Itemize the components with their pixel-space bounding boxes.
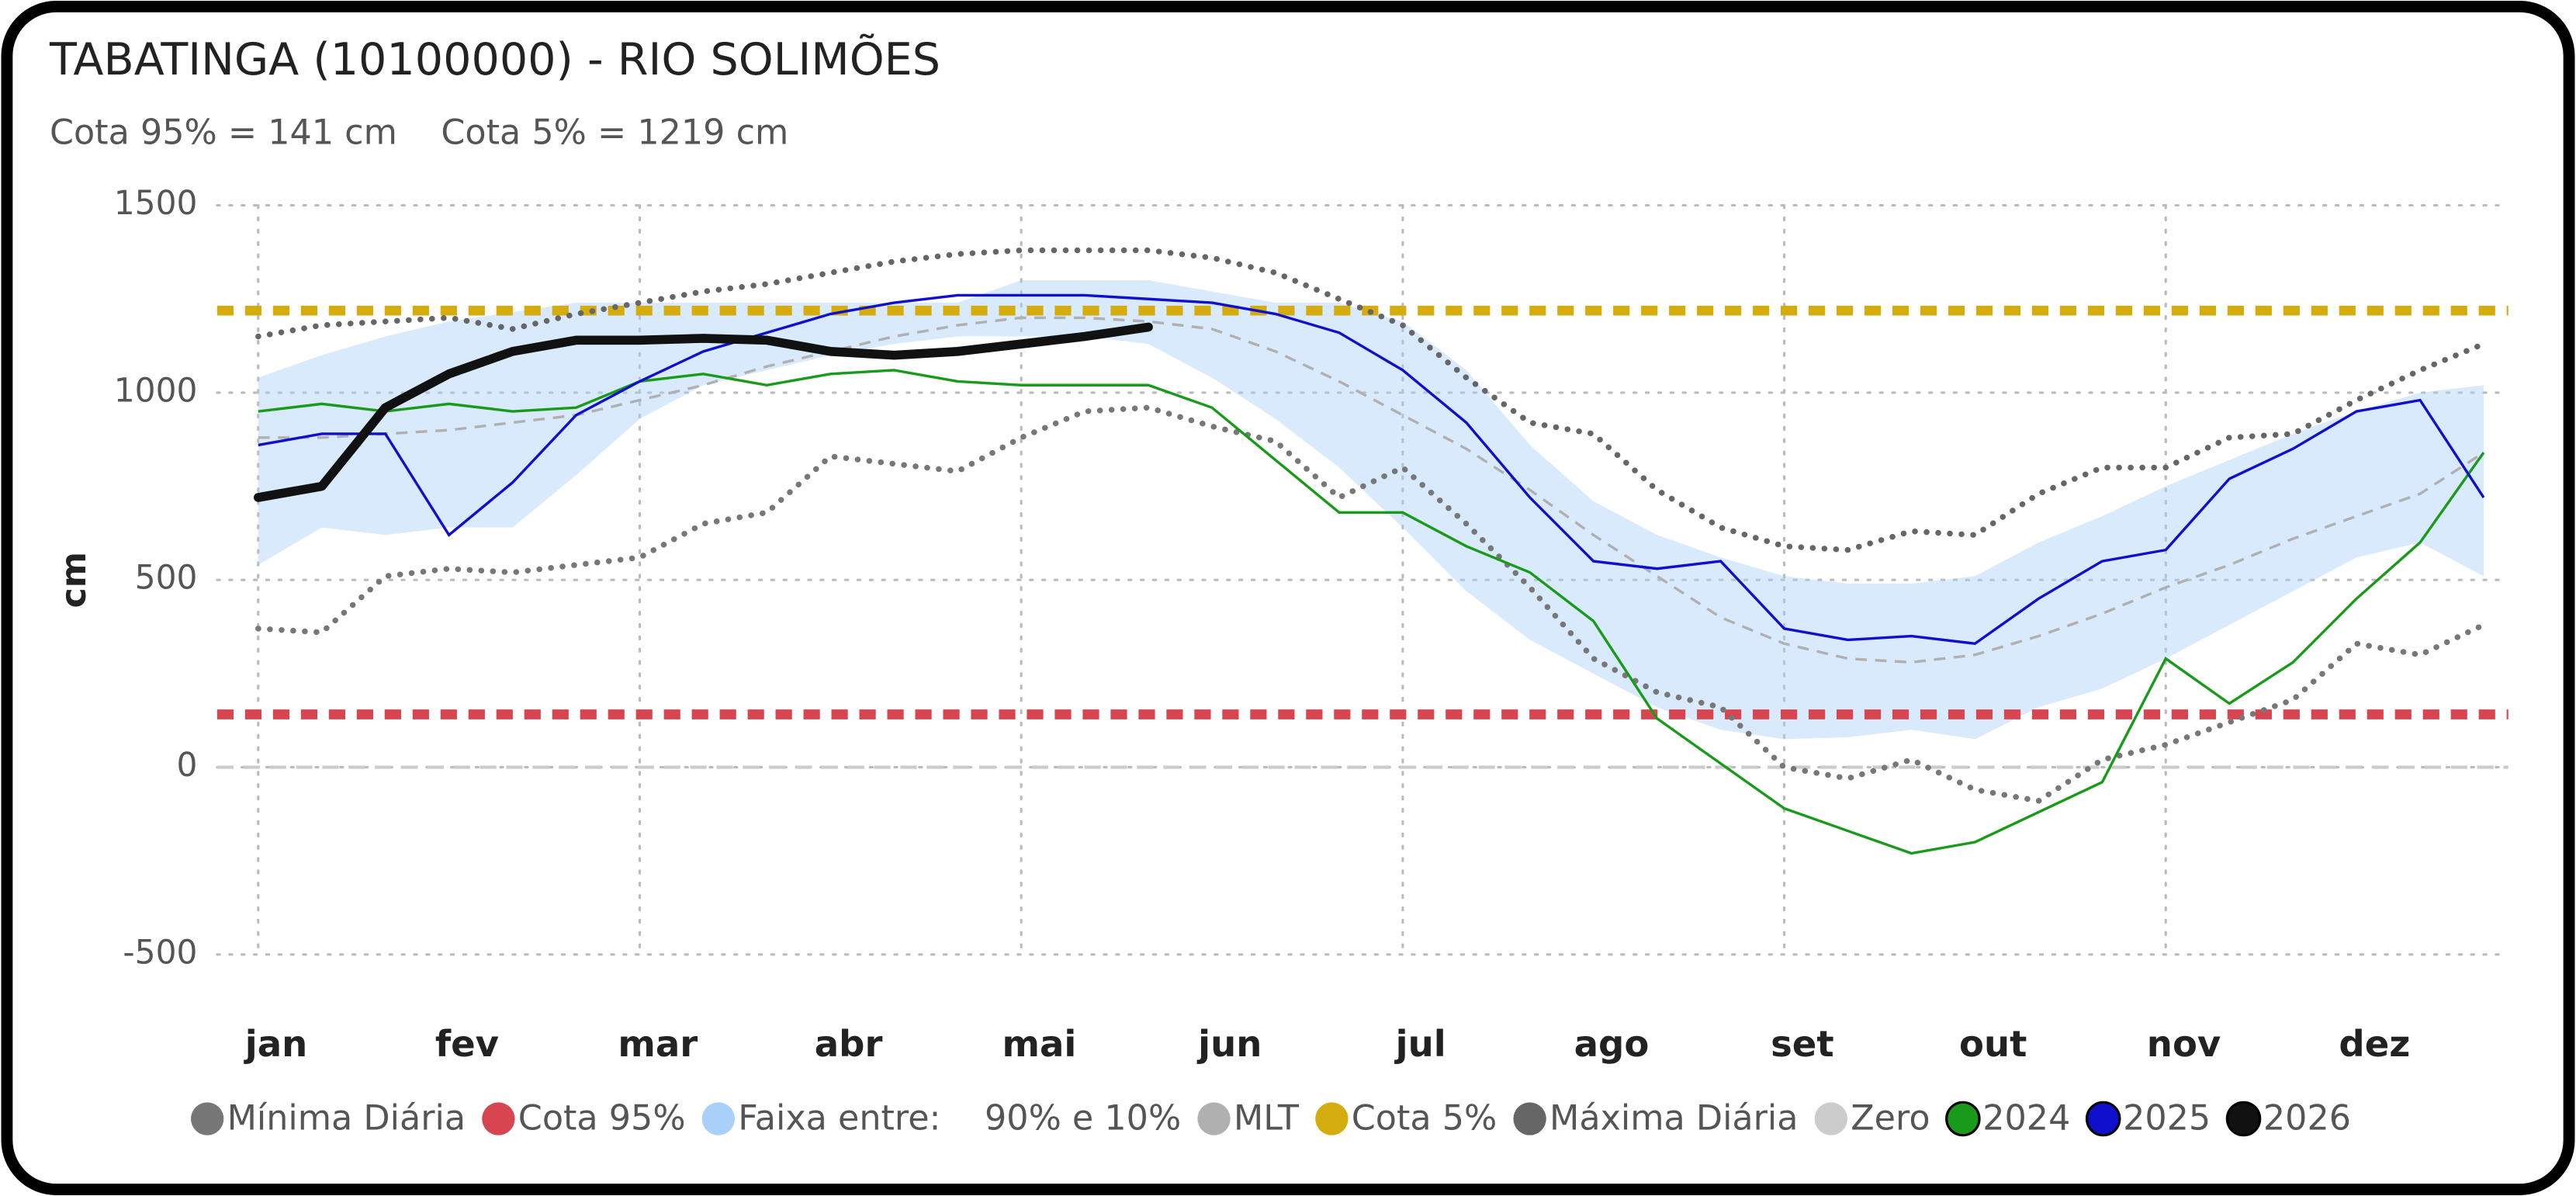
legend-marker [1315, 1102, 1349, 1135]
legend-label: Zero [1851, 1099, 1930, 1139]
legend-item: Máxima Diária [1513, 1099, 1799, 1139]
legend-label: Faixa entre: 90% e 10% [738, 1099, 1181, 1139]
x-tick-label: jul [1394, 1023, 1446, 1065]
series-line [258, 293, 2485, 646]
legend-item: 2026 [2225, 1099, 2351, 1139]
series-line [258, 316, 2484, 664]
series-line [253, 322, 1153, 502]
legend-marker [1513, 1102, 1546, 1135]
legend-label: Mínima Diária [227, 1099, 466, 1139]
legend-marker [1197, 1102, 1231, 1135]
legend-label: Máxima Diária [1549, 1099, 1799, 1139]
legend-item: Mínima Diária [191, 1099, 466, 1139]
x-tick-label: mai [1002, 1023, 1077, 1065]
legend-marker [482, 1102, 515, 1135]
legend-item: 2024 [1945, 1099, 2070, 1139]
x-tick-label: dez [2339, 1023, 2410, 1065]
legend-marker [191, 1102, 224, 1135]
legend-label: MLT [1234, 1099, 1300, 1139]
x-tick-label: nov [2147, 1023, 2221, 1065]
legend-item: Faixa entre: 90% e 10% [701, 1099, 1181, 1139]
legend-marker [2225, 1101, 2262, 1137]
legend-label: Cota 5% [1352, 1099, 1497, 1139]
band-area [258, 280, 2484, 740]
x-tick-label: set [1771, 1023, 1834, 1065]
legend-item: Cota 95% [482, 1099, 686, 1139]
chart-subtitle: Cota 95% = 141 cm Cota 5% = 1219 cm [50, 113, 788, 153]
series-line [255, 404, 2487, 804]
y-tick-label: 1500 [114, 184, 198, 222]
legend-item: MLT [1197, 1099, 1300, 1139]
chart-title: TABATINGA (10100000) - RIO SOLIMÕES [49, 33, 940, 85]
y-axis-label: cm [54, 552, 94, 608]
legend-label: 2024 [1982, 1099, 2070, 1139]
x-tick-label: mar [618, 1023, 698, 1065]
y-tick-label: 1000 [114, 371, 198, 409]
y-tick-label: 500 [135, 559, 198, 597]
legend-marker [2085, 1101, 2121, 1137]
legend-marker [1814, 1102, 1848, 1135]
legend-label: 2025 [2123, 1099, 2211, 1139]
y-tick-label: -500 [123, 933, 197, 971]
x-tick-label: out [1959, 1023, 2027, 1065]
legend-item: Zero [1814, 1099, 1930, 1139]
legend-label: 2026 [2263, 1099, 2351, 1139]
x-tick-label: abr [815, 1023, 883, 1065]
legend-label: Cota 95% [518, 1099, 686, 1139]
legend-marker [1945, 1101, 1981, 1137]
x-tick-label: ago [1574, 1023, 1650, 1065]
legend-item: 2025 [2085, 1099, 2211, 1139]
x-tick-label: jun [1196, 1023, 1262, 1065]
legend-marker [701, 1102, 736, 1135]
x-tick-label: jan [244, 1023, 308, 1065]
y-tick-label: 0 [177, 746, 198, 784]
x-tick-label: fev [435, 1023, 499, 1065]
legend-item: Cota 5% [1315, 1099, 1497, 1139]
series-line [255, 247, 2487, 553]
